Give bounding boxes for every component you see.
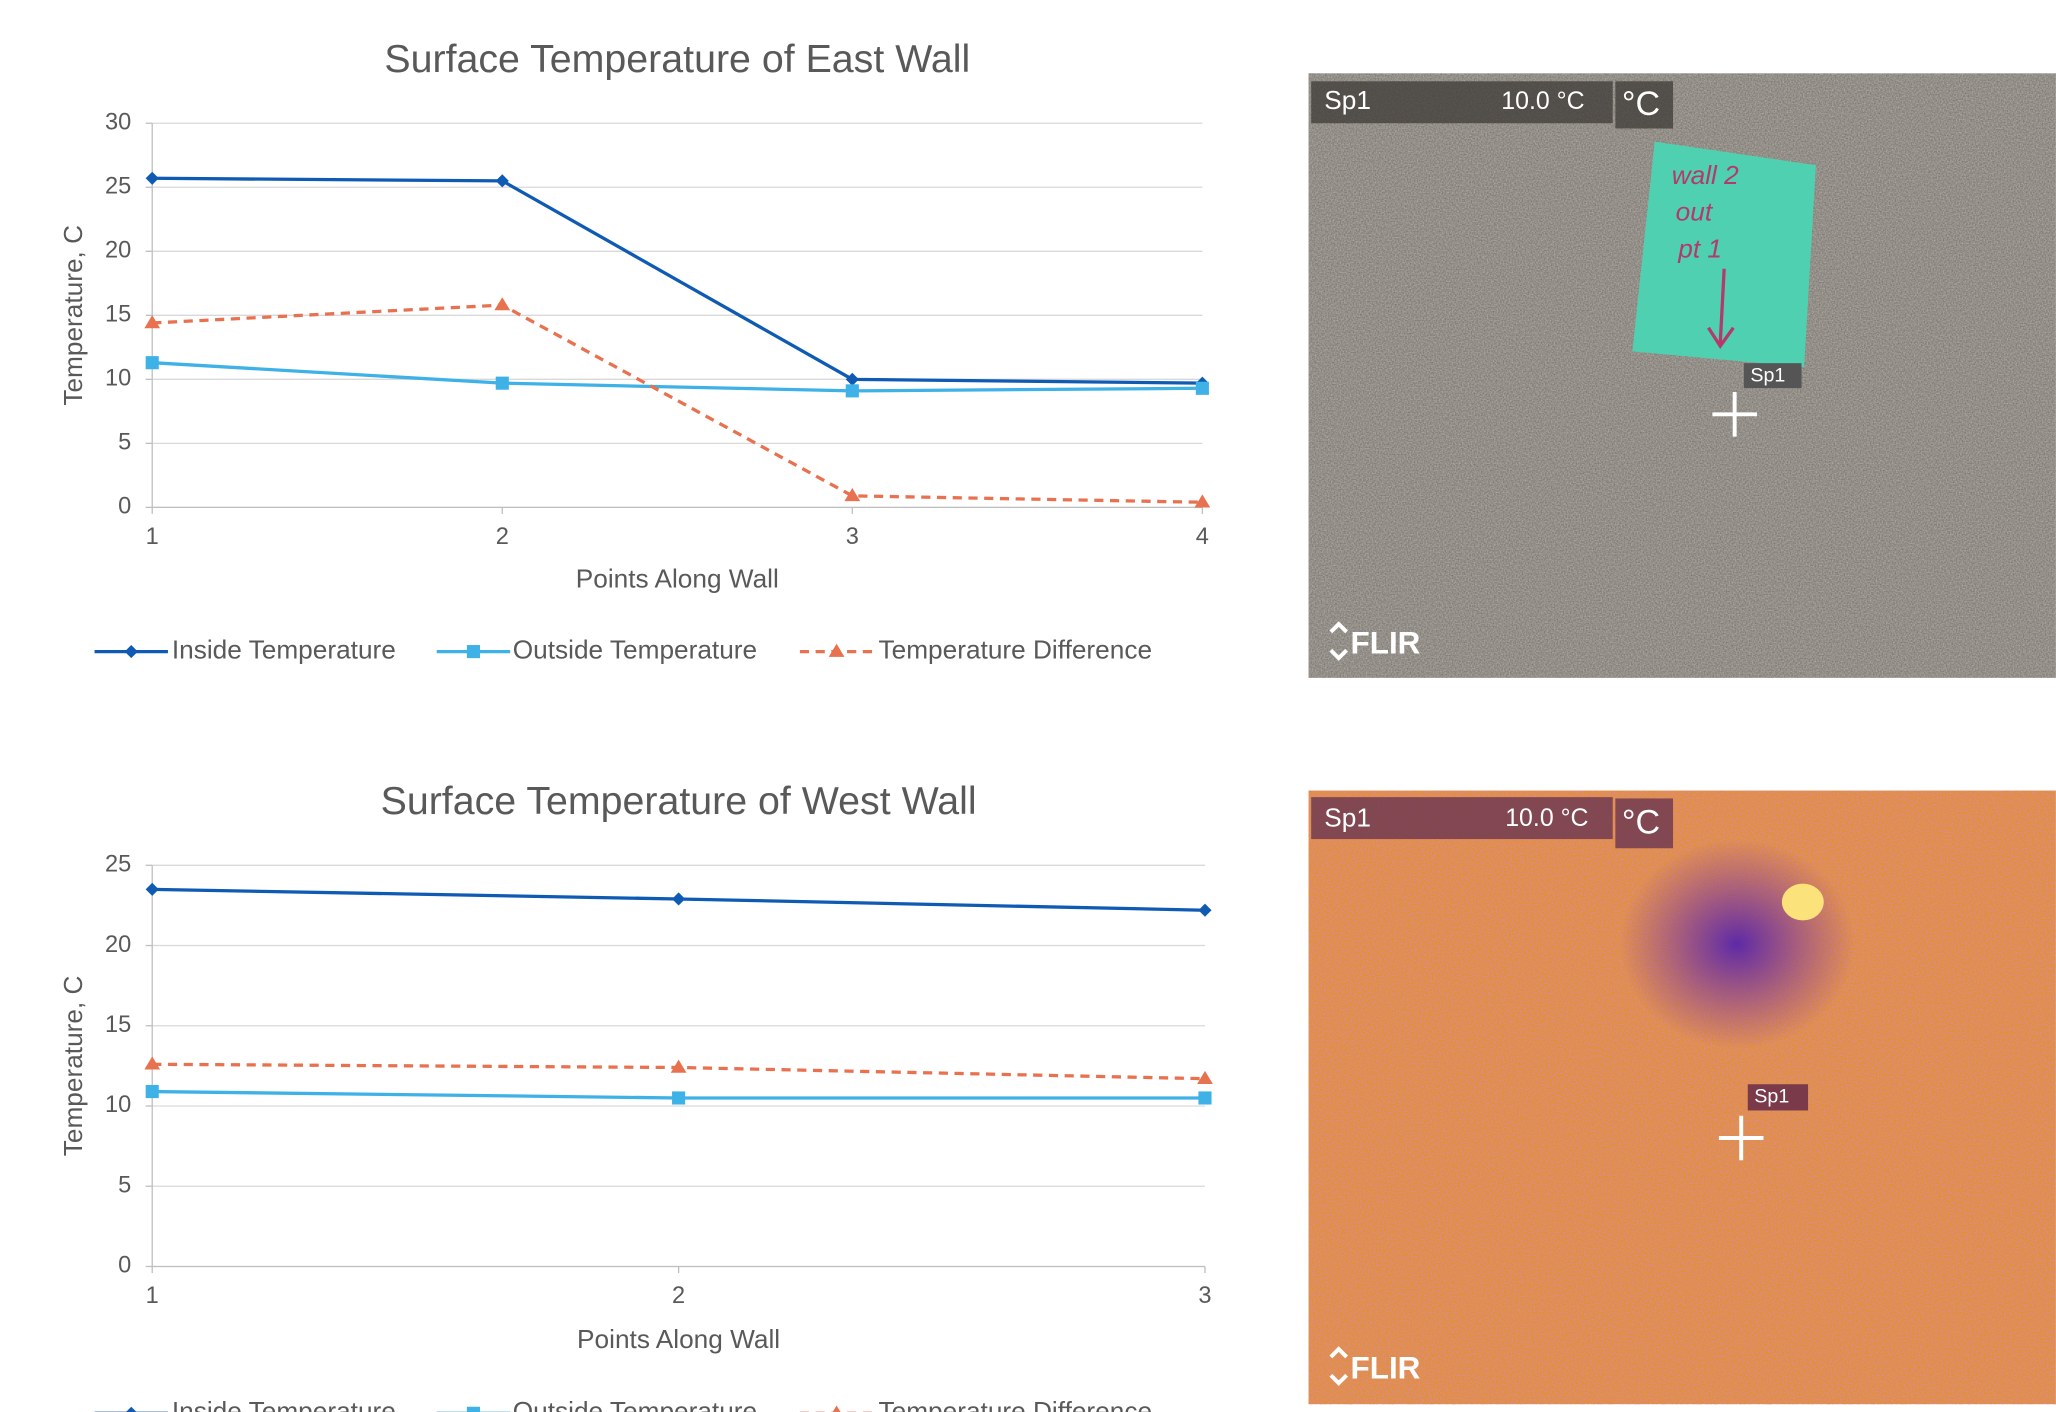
x-axis-label: Points Along Wall [577, 1324, 780, 1354]
marker [145, 171, 159, 185]
x-tick-label: 1 [146, 1282, 159, 1308]
y-tick-label: 25 [105, 172, 131, 198]
legend-label: Inside Temperature [172, 635, 396, 665]
legend-marker [466, 1406, 480, 1412]
y-tick-label: 5 [118, 429, 131, 455]
legend-marker [466, 645, 480, 659]
y-tick-label: 20 [105, 931, 131, 957]
x-tick-label: 2 [672, 1282, 685, 1308]
marker [1197, 1070, 1213, 1084]
chart-title: Surface Temperature of East Wall [384, 37, 970, 81]
marker [1195, 381, 1209, 395]
y-tick-label: 10 [105, 365, 131, 391]
chart: Surface Temperature of West Wall 0 5 10 15 20… [58, 779, 1213, 1412]
marker [495, 174, 509, 188]
marker [1198, 903, 1212, 917]
marker-tag [1743, 363, 1802, 389]
brand: FLIR [1351, 625, 1421, 660]
marker [845, 384, 859, 398]
cold-area [1619, 839, 1856, 1049]
legend-label: Temperature Difference [879, 635, 1153, 665]
marker [494, 297, 511, 311]
photo-thermal: Sp1 10.0 °C °C Sp1 FLIR [1308, 790, 2056, 1405]
x-tick-label: 2 [496, 523, 509, 549]
x-axis-label: Points Along Wall [576, 564, 779, 594]
legend-marker [832, 1405, 841, 1412]
y-tick-label: 0 [118, 1252, 131, 1278]
marker [672, 1091, 686, 1105]
chart-title: Surface Temperature of West Wall [381, 779, 977, 823]
brand-logo [1329, 1346, 1348, 1386]
photo-visible: Sp1 10.0 °C °C wall 2 out pt 1 Sp1 FLIR [1308, 73, 2056, 678]
legend-label: Temperature Difference [879, 1396, 1153, 1412]
legend-marker [124, 645, 138, 659]
spot-temp: 10.0 °C [1501, 87, 1584, 115]
marker [144, 315, 161, 329]
brand: FLIR [1351, 1350, 1421, 1385]
unit: °C [1622, 804, 1660, 842]
legend-label: Inside Temperature [172, 1396, 396, 1412]
x-tick-label: 1 [146, 523, 159, 549]
y-tick-label: 20 [105, 237, 131, 263]
y-tick-label: 30 [105, 108, 131, 134]
legend-label: Outside Temperature [513, 1396, 757, 1412]
unit: °C [1622, 85, 1660, 123]
y-axis-label: Temperature, C [58, 225, 88, 406]
marker-label: Sp1 [1754, 1086, 1789, 1108]
legend-label: Outside Temperature [513, 635, 757, 665]
unit-box [1615, 81, 1674, 129]
y-axis-label: Temperature, C [58, 976, 88, 1157]
series-line [152, 303, 1203, 504]
x-tick-label: 4 [1196, 523, 1209, 549]
marker [144, 1056, 161, 1070]
spot-label: Sp1 [1324, 85, 1371, 115]
chart: Surface Temperature of East Wall 0 5 10 15 20… [58, 37, 1211, 665]
marker [145, 882, 159, 896]
x-tick-label: 3 [1198, 1282, 1211, 1308]
y-tick-label: 5 [118, 1171, 131, 1197]
spot-label: Sp1 [1324, 802, 1371, 832]
legend-marker [828, 643, 845, 657]
hot-spot [1781, 883, 1824, 921]
marker [1194, 494, 1211, 508]
spot-bar [1311, 81, 1613, 124]
marker [1198, 1091, 1212, 1105]
y-tick-label: 0 [118, 493, 131, 519]
marker [145, 1085, 159, 1099]
marker [145, 356, 159, 370]
sticky-note [1632, 141, 1816, 368]
brand-logo [1329, 621, 1348, 661]
y-tick-label: 10 [105, 1091, 131, 1117]
unit-box [1615, 798, 1674, 849]
y-tick-label: 15 [105, 1011, 131, 1037]
marker-label: Sp1 [1750, 364, 1785, 386]
marker [845, 372, 859, 386]
marker [495, 376, 509, 390]
marker [844, 487, 861, 502]
spot-temp: 10.0 °C [1505, 804, 1588, 832]
marker [670, 1059, 687, 1073]
y-tick-label: 15 [105, 301, 131, 327]
note-arrow [1707, 268, 1735, 350]
legend-marker [125, 1406, 137, 1412]
crosshair [1712, 392, 1757, 437]
note-line: out [1676, 197, 1714, 227]
note-line: wall 2 [1672, 160, 1739, 190]
series-line [152, 176, 1203, 385]
spot-bar [1311, 797, 1613, 840]
crosshair [1718, 1115, 1764, 1161]
note-line: pt 1 [1677, 233, 1722, 263]
marker [672, 892, 686, 906]
marker-tag [1747, 1084, 1809, 1111]
x-tick-label: 3 [846, 523, 859, 549]
y-tick-label: 25 [105, 851, 131, 877]
series-line [152, 361, 1203, 393]
